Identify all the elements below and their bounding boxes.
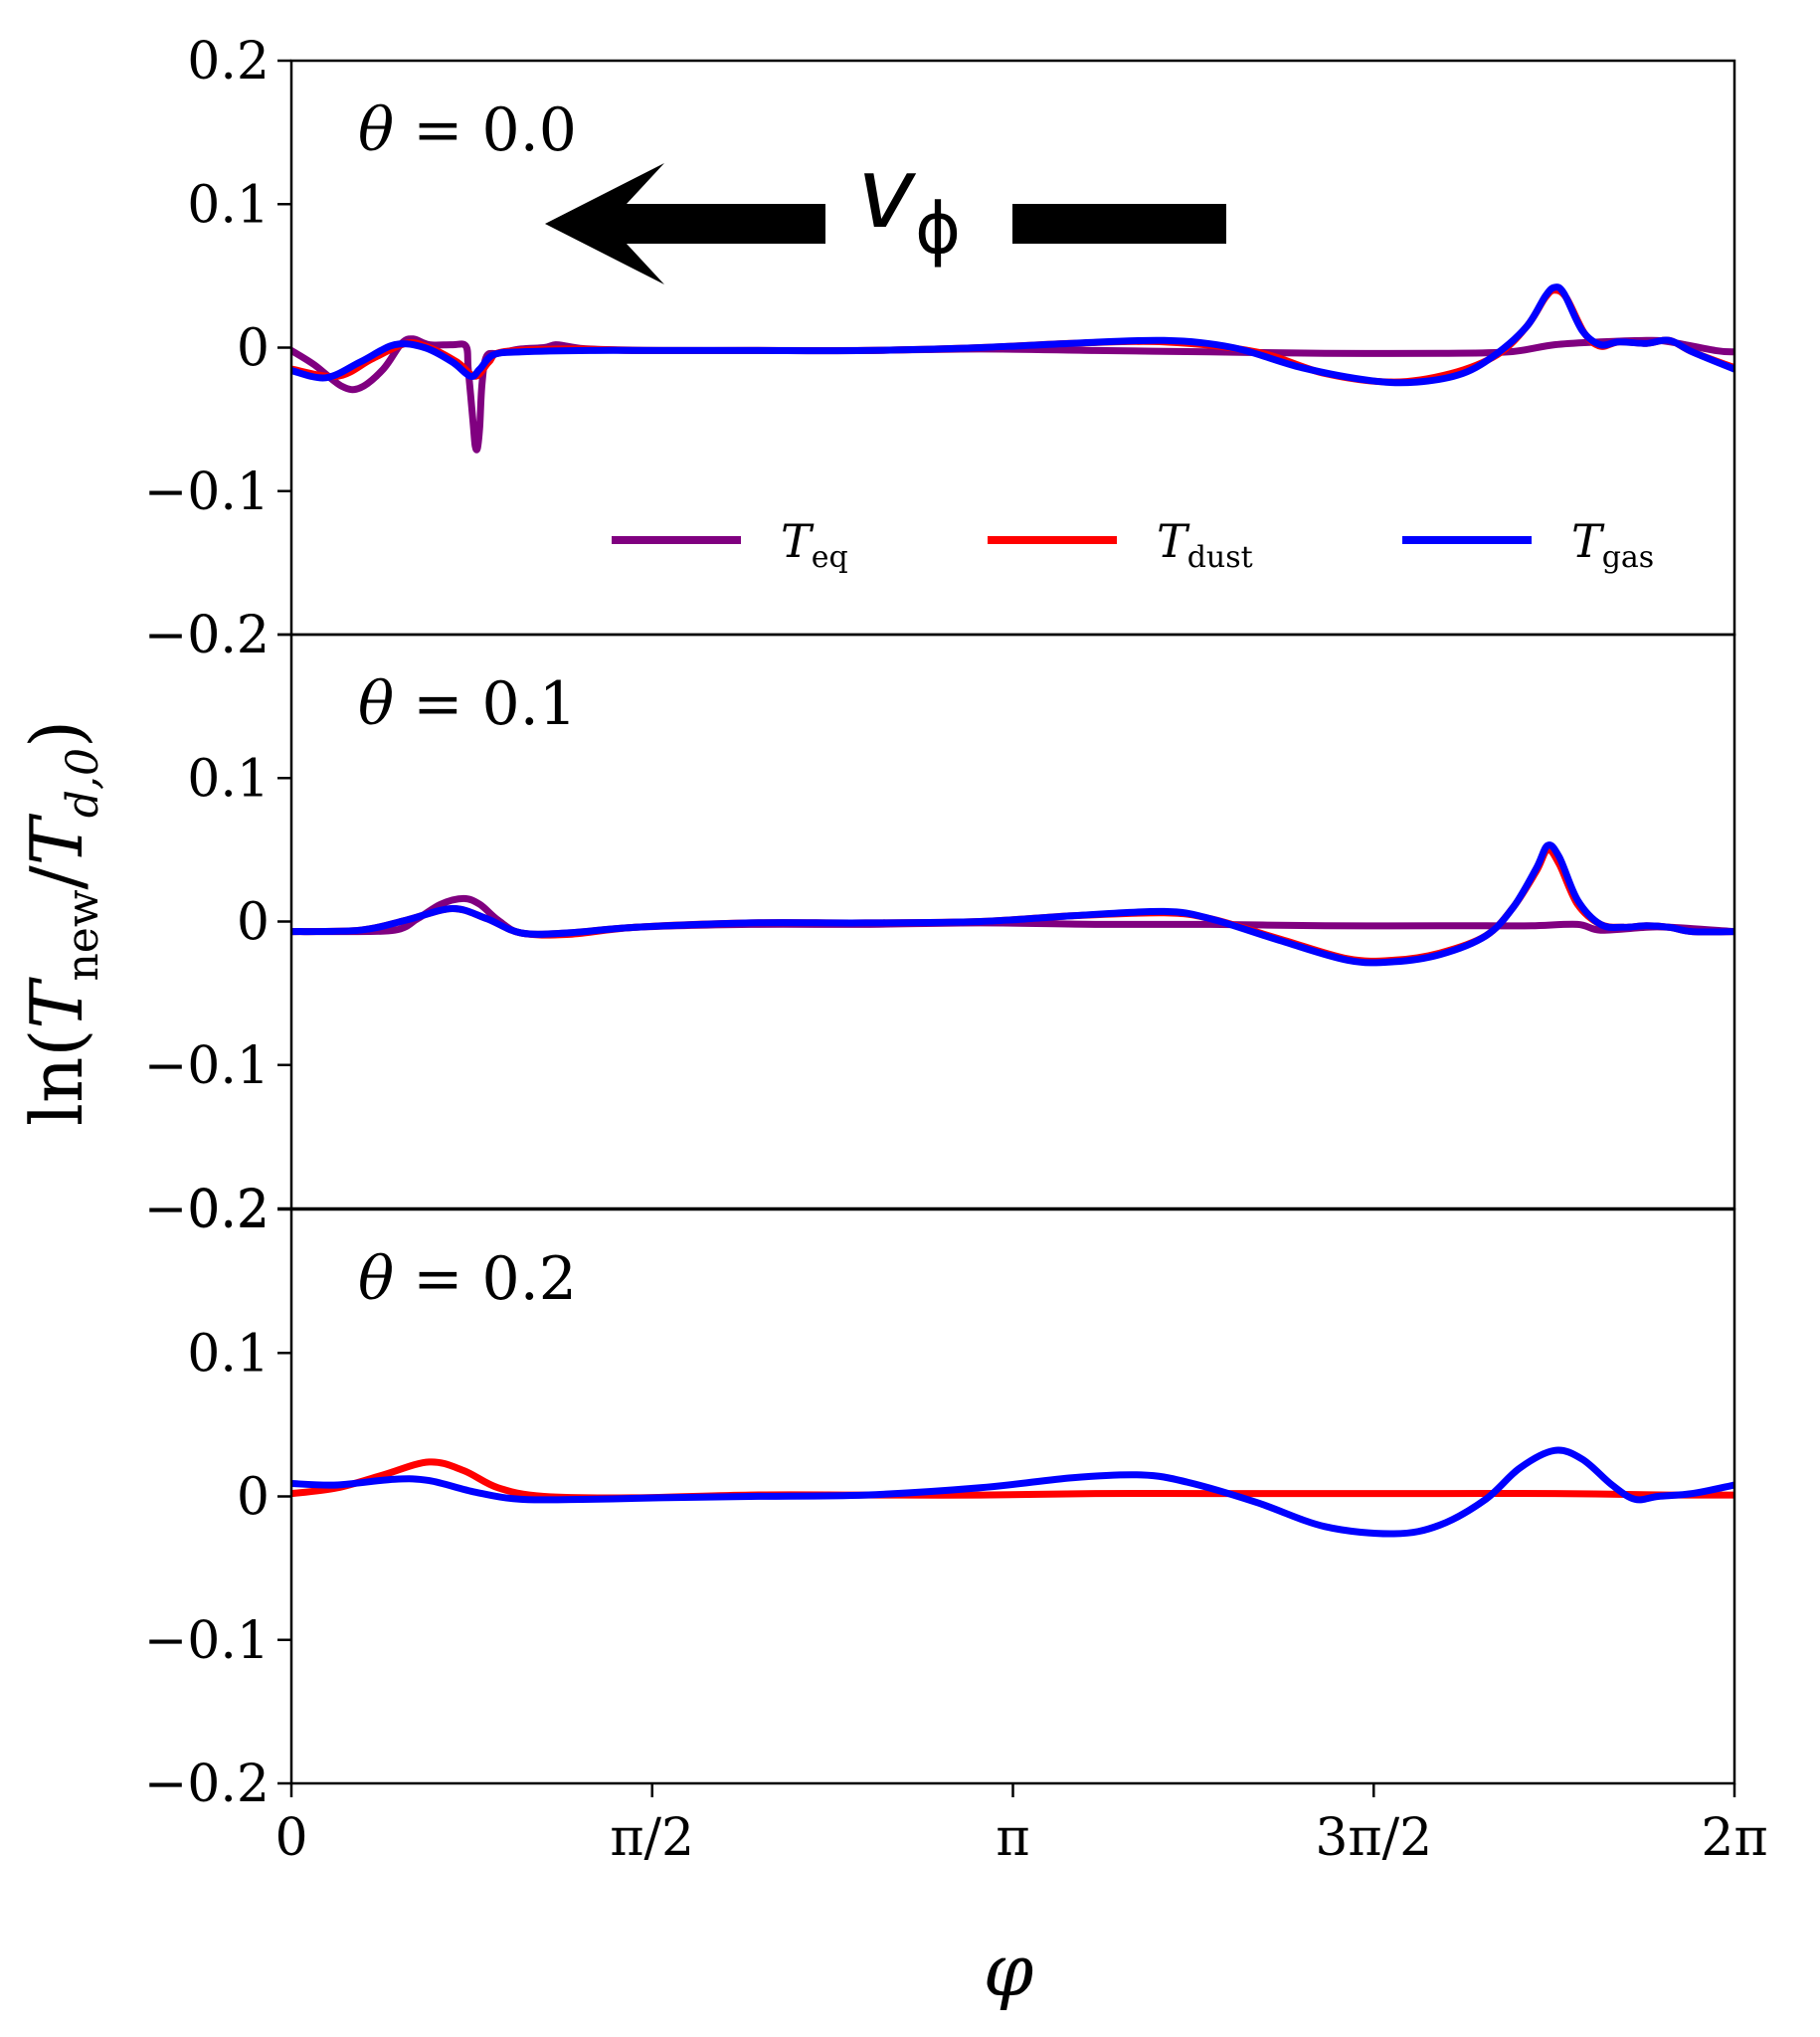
y-tick-label: −0.1 (144, 463, 270, 522)
series-gas-line (291, 1446, 1734, 1538)
y-tick-label: −0.1 (144, 1611, 270, 1671)
panel-title: θ = 0.0 (358, 95, 577, 165)
panel-1: 0.2 0.1 0 −0.1 −0.2 θ = 0.1 (144, 606, 1736, 1239)
y-tick-label: −0.1 (144, 1036, 270, 1096)
y-tick-label: −0.2 (144, 606, 270, 665)
x-axis-label: φ (984, 1929, 1034, 2012)
arrow-head-icon (545, 163, 664, 284)
y-tick-label: 0.2 (187, 1181, 270, 1240)
series-gas-line (291, 283, 1734, 387)
panel-2: 0.2 0.1 0 −0.1 −0.2 θ = 0.2 (144, 1181, 1736, 1814)
x-axis: 0 π/2 π 3π/2 2π (274, 1783, 1768, 1868)
y-tick-label: −0.2 (144, 1180, 270, 1239)
x-tick-label: 2π (1701, 1808, 1767, 1868)
y-tick-label: 0 (237, 1468, 270, 1528)
panel-title: θ = 0.2 (358, 1244, 577, 1314)
x-tick-label: 0 (274, 1808, 307, 1868)
v-phi-annotation: vϕ (545, 137, 1226, 284)
y-tick-label: 0.1 (187, 749, 270, 809)
svg-text:ln(Tnew/Td,0): ln(Tnew/Td,0) (15, 720, 108, 1126)
legend-label-gas: Tgas (1571, 514, 1654, 575)
series-gas-line (291, 841, 1734, 967)
y-axis-label: ln(Tnew/Td,0) (15, 720, 108, 1126)
v-phi-label: vϕ (857, 137, 961, 270)
arrow-tail (1012, 204, 1226, 244)
legend-label-eq: Teq (781, 514, 848, 575)
y-tick-label: 0.1 (187, 1324, 270, 1384)
panel-2-lines (291, 1446, 1734, 1538)
y-tick-label: 0 (237, 893, 270, 953)
panels: 0.2 0.1 0 −0.1 −0.2 θ = 0.0 0.2 0.1 0 −0.1 −0.2 θ =… (144, 32, 1736, 1814)
x-tick-label: π/2 (610, 1808, 694, 1868)
panel-1-lines (291, 841, 1734, 967)
legend-label-dust: Tdust (1157, 514, 1253, 575)
panel-title: θ = 0.1 (358, 669, 577, 739)
x-tick-label: π (996, 1808, 1029, 1868)
panel-0-lines (291, 283, 1734, 454)
legend: Teq Tdust Tgas (612, 514, 1654, 575)
y-tick-label: 0.1 (187, 175, 270, 235)
y-tick-label: 0.2 (187, 606, 270, 665)
x-tick-label: 3π/2 (1315, 1808, 1432, 1868)
y-tick-label: −0.2 (144, 1755, 270, 1814)
panel-0: 0.2 0.1 0 −0.1 −0.2 θ = 0.0 (144, 32, 1736, 665)
arrow-shaft (627, 204, 825, 244)
y-tick-label: 0 (237, 319, 270, 379)
y-tick-label: 0.2 (187, 32, 270, 92)
